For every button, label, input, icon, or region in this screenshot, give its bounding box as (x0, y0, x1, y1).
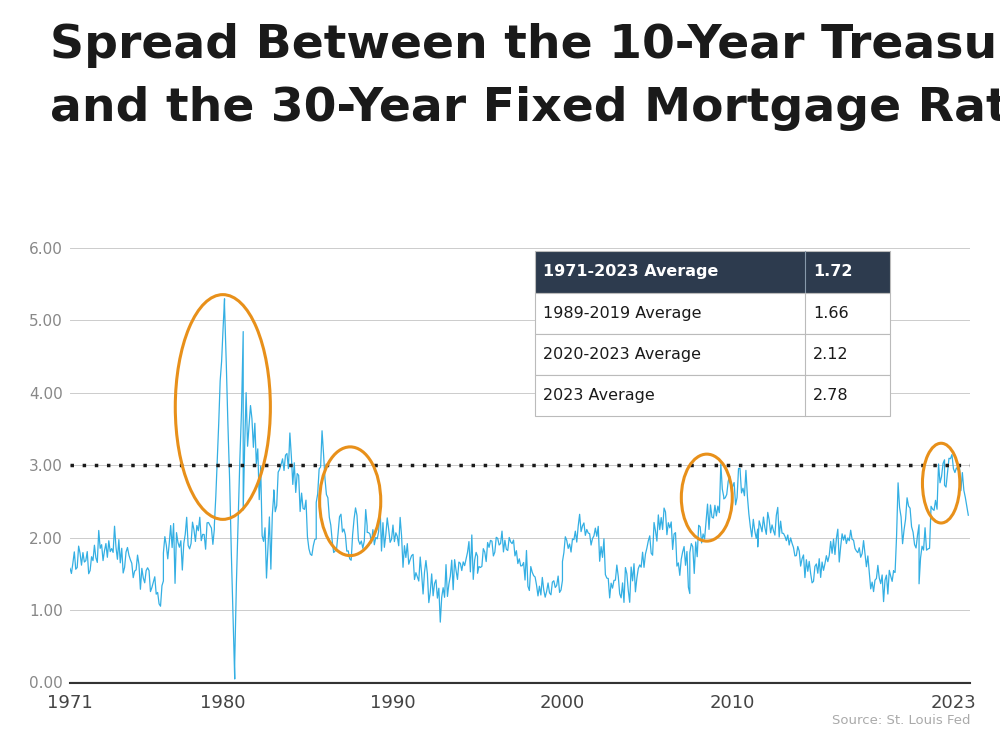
Text: 1971-2023 Average: 1971-2023 Average (543, 265, 718, 280)
Text: Source: St. Louis Fed: Source: St. Louis Fed (832, 715, 970, 728)
Text: and the 30-Year Fixed Mortgage Rate: and the 30-Year Fixed Mortgage Rate (50, 86, 1000, 131)
Text: 1.66: 1.66 (813, 306, 849, 321)
Text: 2.12: 2.12 (813, 346, 849, 362)
Text: 2020-2023 Average: 2020-2023 Average (543, 346, 701, 362)
Text: 2023 Average: 2023 Average (543, 388, 655, 404)
Text: 1989-2019 Average: 1989-2019 Average (543, 306, 702, 321)
Text: 1.72: 1.72 (813, 265, 852, 280)
Text: 2.78: 2.78 (813, 388, 849, 404)
Text: Spread Between the 10-Year Treasury: Spread Between the 10-Year Treasury (50, 22, 1000, 68)
